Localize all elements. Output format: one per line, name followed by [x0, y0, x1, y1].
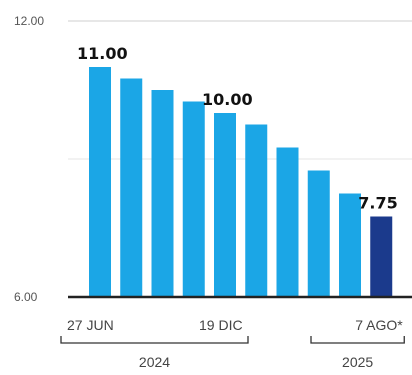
year-bracket — [60, 336, 249, 344]
data-label: 11.00 — [77, 44, 128, 63]
date-label: 27 JUN — [67, 317, 114, 333]
year-label: 2025 — [342, 354, 373, 370]
data-label: 7.75 — [358, 194, 397, 213]
x-axis: 27 JUN 19 DIC 7 AGO* 2024 2025 — [60, 295, 412, 370]
y-axis: 6.00 12.00 — [14, 14, 44, 304]
data-label: 10.00 — [202, 90, 253, 109]
data-labels: 11.00 10.00 7.75 — [77, 44, 398, 213]
date-label: 19 DIC — [199, 317, 243, 333]
bar — [370, 216, 393, 297]
bar — [276, 147, 299, 297]
y-tick-label: 6.00 — [14, 290, 38, 304]
bar — [151, 90, 174, 297]
bar — [245, 124, 268, 297]
bar — [307, 170, 330, 297]
y-tick-label: 12.00 — [14, 14, 44, 28]
bar — [120, 78, 143, 297]
year-label: 2024 — [139, 354, 170, 370]
bars — [89, 67, 393, 297]
bar — [89, 67, 111, 297]
date-label: 7 AGO* — [355, 317, 403, 333]
bar — [182, 101, 205, 297]
bar — [339, 193, 361, 297]
bar — [214, 113, 236, 297]
year-bracket — [310, 336, 405, 344]
